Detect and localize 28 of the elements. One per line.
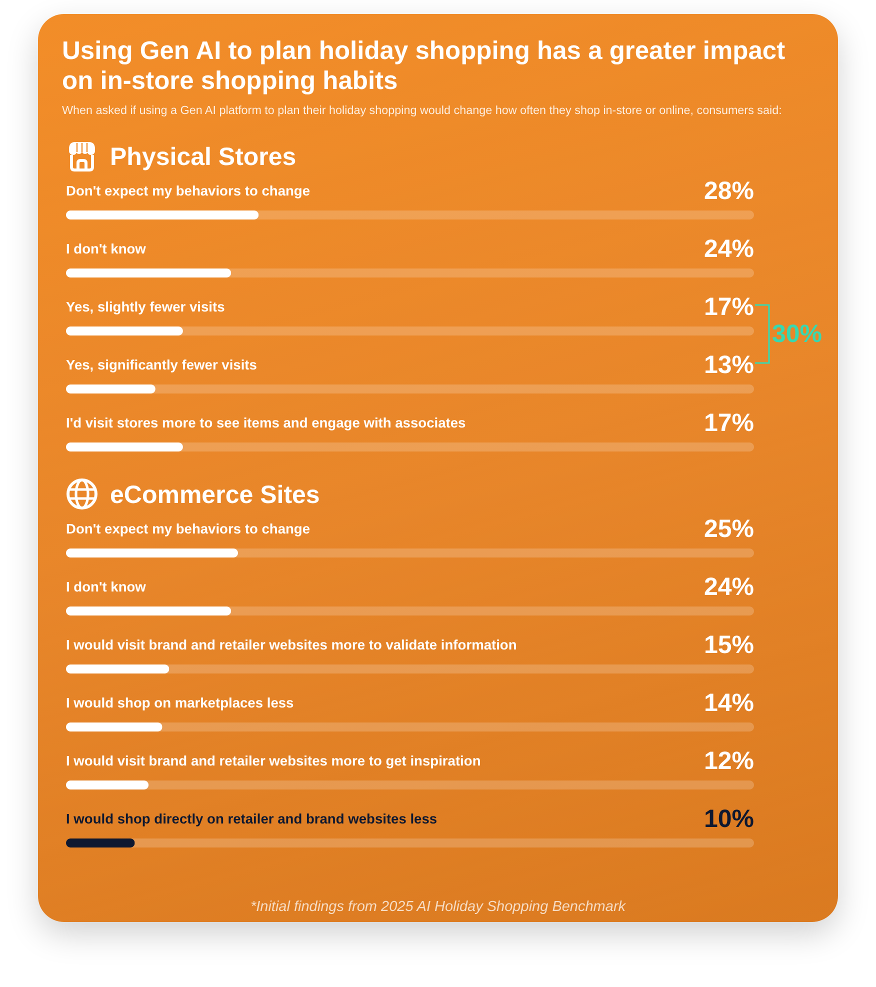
data-label: 25% — [704, 515, 754, 543]
data-label: 13% — [704, 351, 754, 379]
chart-title: eCommerce Sites — [110, 480, 320, 511]
text: When asked if using a Gen AI platform to plan their holiday shopping would change how often they shop in-store or online, consumers said: — [62, 104, 782, 118]
text: 30% — [772, 319, 822, 349]
y-tick-label: I don't know — [66, 242, 146, 256]
y-tick-label: I would visit brand and retailer websites more to validate information — [66, 638, 517, 652]
data-label: 14% — [704, 689, 754, 717]
data-label: 24% — [704, 235, 754, 263]
y-tick-label: Don't expect my behaviors to change — [66, 522, 310, 536]
y-tick-label: I would shop on marketplaces less — [66, 696, 294, 710]
y-tick-label: I'd visit stores more to see items and engage with associates — [66, 416, 466, 430]
data-label: 12% — [704, 747, 754, 775]
text: *Initial findings from 2025 AI Holiday Shopping Benchmark — [250, 898, 626, 916]
y-tick-label: I would shop directly on retailer and brand websites less — [66, 812, 438, 826]
data-label: 28% — [704, 177, 754, 205]
y-tick-label: Don't expect my behaviors to change — [66, 184, 310, 198]
chart-title: Physical Stores — [110, 142, 296, 173]
data-label: 17% — [704, 409, 754, 437]
y-tick-label: Yes, significantly fewer visits — [66, 358, 258, 372]
text: Using Gen AI to plan holiday shopping has a greater impact on in-store shopping habits — [62, 36, 786, 96]
data-label: 10% — [704, 805, 754, 833]
y-tick-label: Yes, slightly fewer visits — [66, 300, 226, 314]
data-label: 15% — [704, 631, 754, 659]
y-tick-label: I don't know — [66, 580, 146, 594]
data-label: 24% — [704, 573, 754, 601]
y-tick-label: I would visit brand and retailer websites more to get inspiration — [66, 754, 481, 768]
data-label: 17% — [704, 293, 754, 321]
